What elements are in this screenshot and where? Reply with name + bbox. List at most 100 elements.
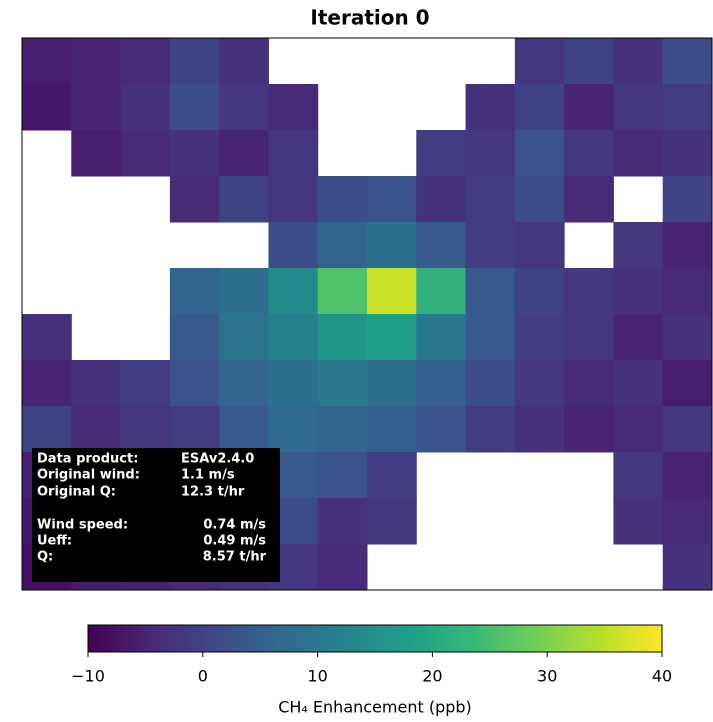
cell: [514, 38, 565, 85]
cell: [268, 314, 319, 361]
cell: [613, 452, 664, 499]
annotation-label: Original Q:: [37, 485, 116, 500]
cell: [22, 84, 72, 131]
cell: [219, 360, 269, 407]
cell: [613, 84, 664, 131]
cell: [416, 176, 467, 223]
cell: [416, 130, 467, 177]
cell: [662, 314, 713, 361]
tick-label: 40: [652, 667, 672, 686]
cell: [662, 360, 713, 407]
cell: [22, 314, 72, 361]
cell: [564, 406, 614, 453]
cell: [169, 360, 220, 407]
cell: [564, 176, 614, 223]
cell: [367, 268, 417, 315]
cell: [613, 222, 664, 269]
cell: [514, 360, 565, 407]
cell: [268, 84, 319, 131]
tick-label: 30: [537, 667, 557, 686]
cell: [219, 130, 269, 177]
cell: [367, 222, 417, 269]
cell: [416, 406, 467, 453]
cell: [564, 268, 614, 315]
cell: [367, 360, 417, 407]
cell: [465, 314, 516, 361]
cell: [219, 314, 269, 361]
cell: [268, 360, 319, 407]
annotations: Data product: ESAv2.4.0 Original wind: 1.1 …: [37, 452, 267, 565]
cell: [169, 84, 220, 131]
cell: [71, 406, 122, 453]
cell: [367, 406, 417, 453]
cell: [169, 38, 220, 85]
cell: [268, 268, 319, 315]
annotation-label: Data product:: [37, 452, 138, 467]
annotation-box: [32, 448, 280, 582]
cell: [613, 268, 664, 315]
cell: [662, 452, 713, 499]
cell: [71, 38, 122, 85]
cell: [613, 314, 664, 361]
cell: [662, 38, 713, 85]
annotation-value: ESAv2.4.0: [181, 452, 254, 467]
cell: [564, 38, 614, 85]
cell: [564, 84, 614, 131]
cell: [367, 176, 417, 223]
cell: [169, 130, 220, 177]
annotation-label: Original wind:: [37, 468, 140, 483]
cell: [219, 176, 269, 223]
annotation-value: 8.57 t/hr: [203, 550, 267, 565]
cell: [71, 84, 122, 131]
chart-title: Iteration 0: [310, 6, 429, 30]
cell: [465, 222, 516, 269]
cell: [367, 314, 417, 361]
cell: [169, 314, 220, 361]
cell: [613, 130, 664, 177]
tick-label: 10: [307, 667, 327, 686]
cell: [22, 38, 72, 85]
cell: [514, 314, 565, 361]
cell: [317, 314, 368, 361]
colorbar-axis: −10 0 10 20 30 40: [71, 652, 672, 686]
cell: [465, 360, 516, 407]
cell: [662, 268, 713, 315]
cell: [120, 84, 171, 131]
cell: [514, 222, 565, 269]
cell: [514, 406, 565, 453]
annotation-value: 1.1 m/s: [181, 468, 235, 483]
cell: [268, 130, 319, 177]
cell: [219, 406, 269, 453]
cell: [22, 406, 72, 453]
annotation-label: Ueff:: [37, 534, 72, 549]
tick-label: 0: [198, 667, 208, 686]
cell: [219, 268, 269, 315]
tick-label: 20: [422, 667, 442, 686]
cell: [268, 176, 319, 223]
colorbar-label: CH₄ Enhancement (ppb): [278, 698, 472, 717]
annotation-value: 0.74 m/s: [203, 518, 266, 533]
cell: [613, 38, 664, 85]
annotation-label: Q:: [37, 550, 53, 565]
cell: [120, 130, 171, 177]
cell: [317, 406, 368, 453]
cell: [317, 452, 368, 499]
cell: [465, 406, 516, 453]
cell: [317, 544, 368, 591]
cell: [465, 176, 516, 223]
cell: [613, 498, 664, 545]
cell: [662, 498, 713, 545]
cell: [514, 268, 565, 315]
annotation-value: 0.49 m/s: [203, 534, 266, 549]
cell: [416, 360, 467, 407]
cell: [71, 360, 122, 407]
cell: [22, 360, 72, 407]
cell: [662, 544, 713, 591]
cell: [514, 176, 565, 223]
tick-label: −10: [71, 667, 105, 686]
cell: [662, 84, 713, 131]
cell: [367, 452, 417, 499]
cell: [465, 130, 516, 177]
cell: [317, 222, 368, 269]
cell: [662, 406, 713, 453]
